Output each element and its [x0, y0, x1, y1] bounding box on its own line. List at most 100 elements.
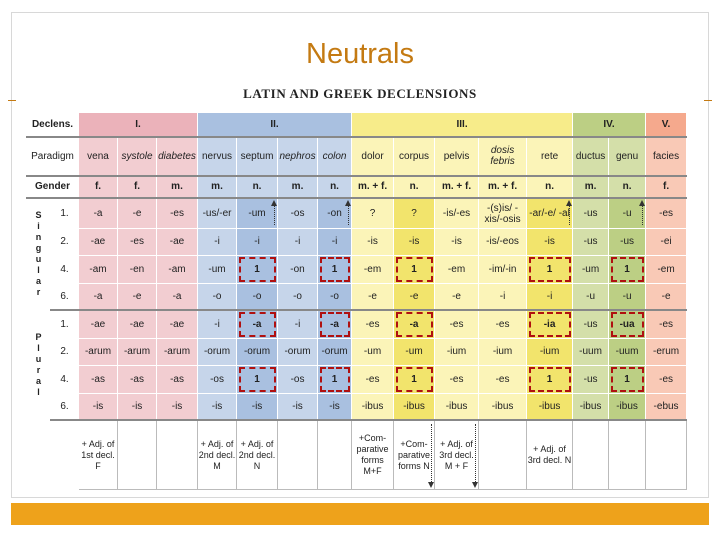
highlighted-form-cell: -a	[317, 309, 353, 340]
form-cell: -i	[277, 309, 319, 340]
form-cell: -ae	[78, 228, 119, 256]
form-cell: -arum	[78, 338, 119, 366]
note-cell	[117, 419, 158, 491]
form-text: -en	[129, 263, 145, 275]
form-cell: -ibus	[608, 393, 647, 422]
form-text: -um	[581, 263, 600, 275]
paradigm-11: rete	[526, 136, 574, 177]
declension-V: V.	[645, 111, 688, 138]
form-cell: -es	[351, 364, 395, 395]
form-text: -us	[583, 208, 598, 220]
highlighted-form-cell: 1	[608, 254, 647, 285]
form-cell: -ibus	[478, 393, 528, 422]
declension-table: Declens. I. II. III. IV. V. Paradigm ven…	[25, 111, 688, 491]
highlighted-form-cell: -ia	[526, 309, 574, 340]
form-cell: -es	[645, 309, 688, 340]
form-cell: ?	[393, 197, 436, 230]
gender-12: m.	[572, 175, 610, 200]
paradigm-6: colon	[317, 136, 353, 177]
form-text: -is	[171, 401, 183, 413]
form-cell: -us	[572, 197, 610, 230]
form-text: ?	[411, 208, 417, 220]
form-text: -es	[365, 319, 380, 331]
form-cell: -on	[277, 254, 319, 285]
form-text: -ebus	[653, 401, 679, 413]
case-number: 1.	[49, 309, 80, 340]
form-text: 1	[331, 373, 338, 385]
form-text: -as	[91, 373, 105, 385]
form-cell: -u	[608, 197, 647, 230]
form-text: -os	[290, 208, 305, 220]
form-cell: -erum	[645, 338, 688, 366]
form-cell: -e	[434, 283, 480, 312]
form-text: -on	[327, 208, 342, 220]
form-text: -is/-es	[442, 208, 471, 220]
paradigm-13: genu	[608, 136, 647, 177]
form-cell: -am	[78, 254, 119, 285]
form-text: -es	[449, 319, 464, 331]
highlighted-form-cell: 1	[236, 254, 279, 285]
form-cell: -us	[572, 364, 610, 395]
form-text: -em	[447, 263, 466, 275]
paradigm-3: nervus	[197, 136, 238, 177]
gender-1: f.	[117, 175, 158, 200]
gender-10: m. + f.	[478, 175, 528, 200]
form-cell: -os	[277, 197, 319, 230]
case-number: 2.	[49, 228, 80, 256]
form-cell: -is	[317, 393, 353, 422]
form-text: -es	[365, 373, 380, 385]
form-cell: -en	[117, 254, 158, 285]
form-text: 1	[411, 373, 417, 385]
form-text: -us	[620, 236, 635, 248]
form-text: -arum	[123, 346, 151, 358]
form-text: -a	[93, 208, 103, 220]
form-cell: -ium	[478, 338, 528, 366]
form-text: -im/-in	[488, 263, 517, 275]
form-text: -is	[92, 401, 104, 413]
form-text: -is	[544, 236, 555, 248]
gender-9: m. + f.	[434, 175, 480, 200]
highlighted-form-cell: 1	[393, 254, 436, 285]
form-cell: -o	[317, 283, 353, 312]
note-text: + Adj. of 1st decl. F	[81, 438, 115, 471]
declension-I: I.	[78, 111, 199, 138]
form-text: -ae	[90, 319, 106, 331]
paradigm-4: septum	[236, 136, 279, 177]
form-cell: -o	[277, 283, 319, 312]
table-row: 6. -a -e -a -o -o -o -o -e -e -e -i -i -u -u -e	[27, 283, 688, 312]
note-cell: +Com- parative forms M+F	[351, 419, 395, 491]
form-cell: -es	[156, 197, 199, 230]
form-text: -erum	[653, 346, 680, 358]
form-text: -ibus	[538, 401, 561, 413]
highlighted-form-cell: -a	[393, 309, 436, 340]
notes-row: + Adj. of 1st decl. F + Adj. of 2nd decl.…	[25, 419, 688, 491]
form-cell: -is	[117, 393, 158, 422]
form-cell: -us/-er	[197, 197, 238, 230]
form-text: -orum	[284, 346, 311, 358]
form-text: -i	[214, 319, 220, 331]
form-text: -a	[252, 319, 262, 331]
gender-11: n.	[526, 175, 574, 200]
form-cell: -us	[572, 228, 610, 256]
table-row: 4. -am -en -am -um 1 -on 1 -em 1 -em -im/-in 1 -um 1 -e…	[27, 254, 688, 285]
form-cell: -em	[434, 254, 480, 285]
form-cell: -u	[608, 283, 647, 312]
case-number: 4.	[49, 254, 80, 285]
form-text: -ium	[492, 346, 513, 358]
note-cell	[317, 419, 353, 491]
form-cell: -e	[645, 283, 688, 312]
form-cell: -orum	[236, 338, 279, 366]
form-text: -um	[208, 263, 226, 275]
form-cell: -as	[117, 364, 158, 395]
paradigm-0: vena	[78, 136, 119, 177]
form-text: -u	[622, 208, 632, 220]
form-cell: -is/-es	[434, 197, 480, 230]
note-cell	[277, 419, 319, 491]
form-text: -ibus	[445, 401, 468, 413]
form-cell: -es	[645, 364, 688, 395]
form-cell: -(s)is/ -xis/-osis	[478, 197, 528, 230]
form-text: -is/-eos	[486, 236, 519, 248]
note-cell: + Adj. of 3rd decl. M + F	[434, 419, 480, 491]
note-cell	[478, 419, 528, 491]
form-cell: -uum	[608, 338, 647, 366]
